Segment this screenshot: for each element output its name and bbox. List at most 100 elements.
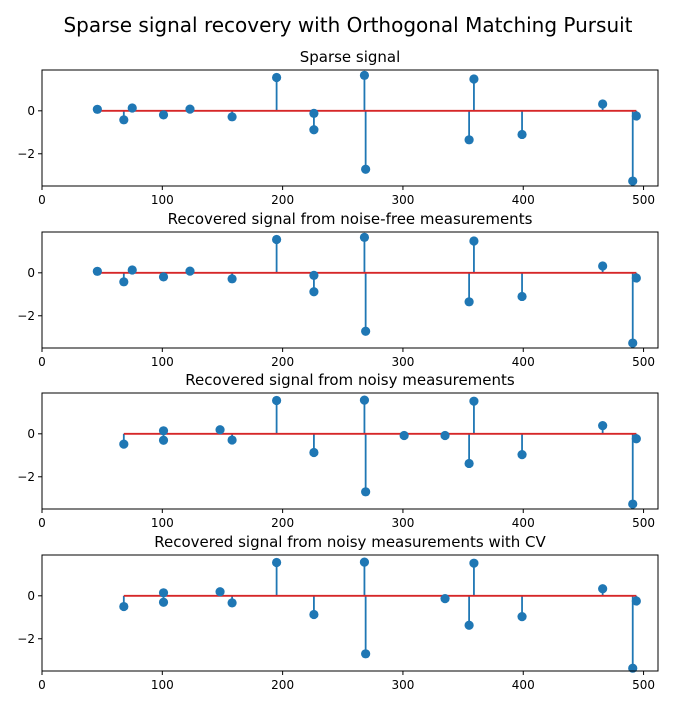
stem-marker (227, 598, 237, 608)
x-tick-label: 300 (391, 193, 414, 207)
subplot-1: Sparse signal 0 100 200 300 400 500 −2 0 (17, 48, 659, 207)
stem-marker (469, 396, 479, 406)
stem-marker (517, 291, 527, 302)
stem-marker (517, 129, 527, 140)
stem-marker (517, 450, 527, 460)
y-tick-label: −2 (17, 470, 35, 484)
stem-marker (628, 176, 638, 186)
stem-marker (361, 487, 371, 497)
stem-marker (309, 108, 319, 118)
subplot-title: Recovered signal from noisy measurements (185, 371, 515, 389)
subplot-2: Recovered signal from noise-free measure… (17, 210, 659, 369)
stem-marker (309, 447, 319, 458)
stem-marker (92, 266, 102, 276)
x-tick-label: 400 (512, 193, 535, 207)
stem-marker (359, 70, 370, 80)
axes-frame (41, 554, 659, 672)
y-tick-label: 0 (27, 266, 35, 280)
x-tick-label: 200 (271, 355, 294, 369)
stem-marker (517, 612, 527, 622)
stem-marker (361, 326, 371, 336)
stem-marker (631, 273, 641, 283)
stem-marker (227, 274, 237, 284)
x-tick-label: 200 (271, 193, 294, 207)
stem-marker (464, 620, 474, 630)
x-tick-label: 0 (38, 193, 46, 207)
subplot-4: Recovered signal from noisy measurements… (17, 533, 659, 692)
stem-marker (272, 395, 282, 406)
x-tick-label: 100 (151, 355, 174, 369)
stem-marker (464, 458, 474, 469)
x-tick-label: 100 (151, 193, 174, 207)
x-tick-label: 300 (391, 678, 414, 692)
y-tick-label: 0 (27, 104, 35, 118)
stem-marker (309, 287, 319, 297)
stem-marker (158, 426, 169, 436)
stem-marker (119, 601, 129, 612)
stem-marker (359, 232, 370, 242)
subplot-3: Recovered signal from noisy measurements… (17, 371, 659, 530)
x-tick-label: 500 (632, 678, 655, 692)
stem-marker (598, 584, 608, 594)
stem-marker (272, 234, 282, 245)
stem-marker (628, 338, 638, 348)
stem-marker (127, 103, 137, 113)
axes-frame (41, 231, 659, 349)
x-tick-label: 400 (512, 678, 535, 692)
x-tick-label: 500 (632, 355, 655, 369)
stem-marker (361, 649, 371, 659)
stem-marker (309, 609, 319, 620)
stem-marker (158, 110, 169, 120)
y-tick-label: −2 (17, 632, 35, 646)
y-tick-label: −2 (17, 309, 35, 323)
x-tick-label: 500 (632, 193, 655, 207)
stem-marker (185, 266, 195, 276)
axes-frame (41, 69, 659, 187)
stem-marker (158, 597, 169, 607)
stem-marker (469, 74, 479, 84)
subplot-title: Recovered signal from noise-free measure… (168, 210, 533, 228)
stem-marker (440, 430, 450, 441)
stem-marker (628, 499, 638, 509)
stem-marker (158, 272, 169, 282)
y-tick-label: 0 (27, 427, 35, 441)
stem-marker (464, 297, 474, 307)
stem-marker (399, 430, 409, 441)
stem-marker (469, 236, 479, 246)
stem-marker (185, 104, 195, 114)
stem-marker (215, 587, 225, 597)
x-tick-label: 100 (151, 516, 174, 530)
stem-marker (119, 277, 129, 287)
stem-marker (359, 557, 370, 567)
figure-suptitle: Sparse signal recovery with Orthogonal M… (63, 13, 632, 37)
stem-marker (92, 104, 102, 114)
stem-marker (309, 270, 319, 280)
subplot-title: Sparse signal (300, 48, 401, 66)
x-tick-label: 0 (38, 355, 46, 369)
x-tick-label: 500 (632, 516, 655, 530)
stem-marker (309, 125, 319, 135)
stem-marker (272, 72, 282, 83)
stem-marker (469, 558, 479, 568)
stem-marker (598, 421, 608, 431)
axes-frame (41, 392, 659, 510)
x-tick-label: 300 (391, 355, 414, 369)
stem-marker (158, 435, 169, 445)
x-tick-label: 200 (271, 516, 294, 530)
stem-marker (119, 439, 129, 449)
stem-marker (631, 596, 641, 606)
x-tick-label: 300 (391, 516, 414, 530)
stem-marker (158, 588, 169, 598)
stem-marker (440, 594, 450, 604)
stem-marker (127, 265, 137, 275)
stem-marker (359, 395, 370, 405)
stem-marker (464, 135, 474, 145)
x-tick-label: 400 (512, 516, 535, 530)
stem-marker (272, 557, 282, 568)
stem-marker (631, 434, 641, 444)
x-tick-label: 200 (271, 678, 294, 692)
stem-marker (227, 435, 237, 445)
stem-marker (227, 112, 237, 122)
y-tick-label: −2 (17, 147, 35, 161)
